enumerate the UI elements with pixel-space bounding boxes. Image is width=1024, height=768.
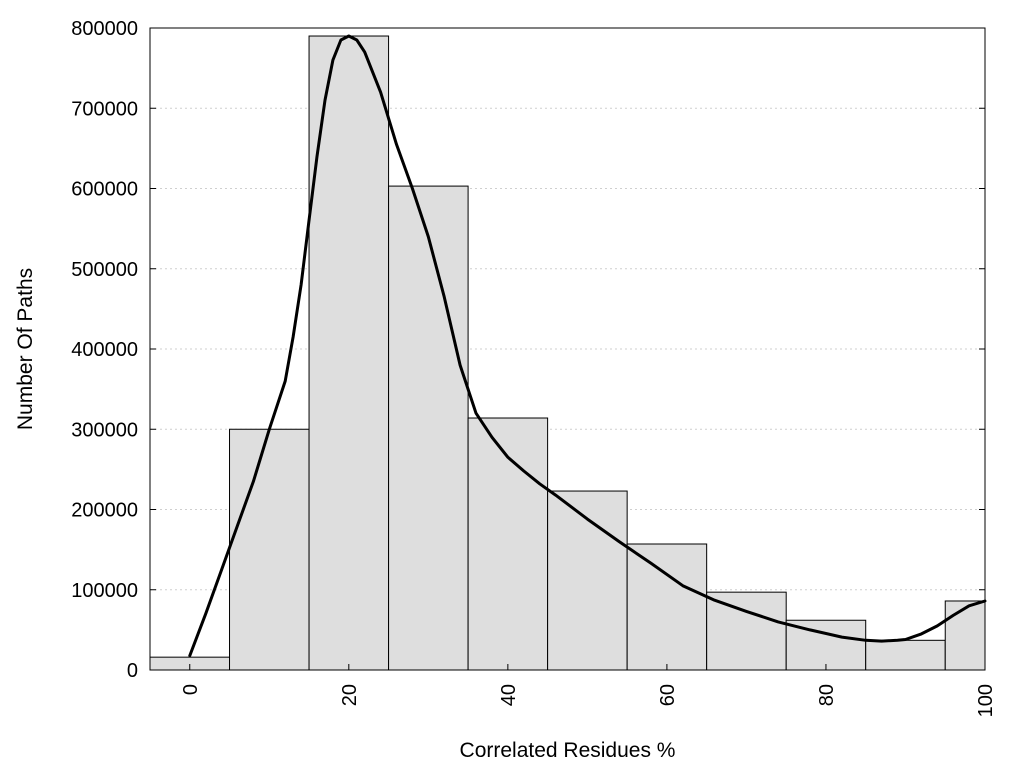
y-axis-ticks: 0 100000 200000 300000 400000 500000 600000 700… (71, 18, 985, 682)
histogram-bar (626, 543, 708, 671)
x-axis-ticks: 0 20 40 60 80 100 (180, 664, 997, 717)
x-axis-label: Correlated Residues % (460, 739, 676, 762)
x-tick-label: 100 (975, 684, 997, 717)
grid-lines (150, 107, 985, 591)
density-curve (188, 34, 987, 658)
y-tick-label: 500000 (71, 259, 138, 281)
x-tick-label: 20 (339, 684, 361, 706)
y-tick-label: 400000 (71, 339, 138, 361)
histogram-bar (388, 185, 469, 671)
y-tick-label: 800000 (71, 18, 138, 40)
histogram-bar (865, 639, 946, 671)
histogram-bar (308, 35, 390, 671)
x-tick-label: 60 (657, 684, 679, 706)
x-tick-label: 40 (498, 684, 520, 706)
histogram-bars (149, 35, 986, 671)
y-tick-label: 700000 (71, 98, 138, 120)
y-tick-label: 200000 (71, 500, 138, 522)
density-curve-line (188, 34, 987, 658)
y-tick-label: 300000 (71, 419, 138, 441)
y-tick-label: 600000 (71, 179, 138, 201)
histogram-bar (706, 591, 787, 671)
y-axis-label: Number Of Paths (14, 268, 37, 430)
histogram-bar (944, 600, 986, 671)
histogram-bar (229, 428, 310, 671)
y-tick-label: 0 (127, 660, 138, 682)
x-tick-label: 0 (180, 684, 202, 695)
x-tick-label: 80 (816, 684, 838, 706)
y-tick-label: 100000 (71, 580, 138, 602)
